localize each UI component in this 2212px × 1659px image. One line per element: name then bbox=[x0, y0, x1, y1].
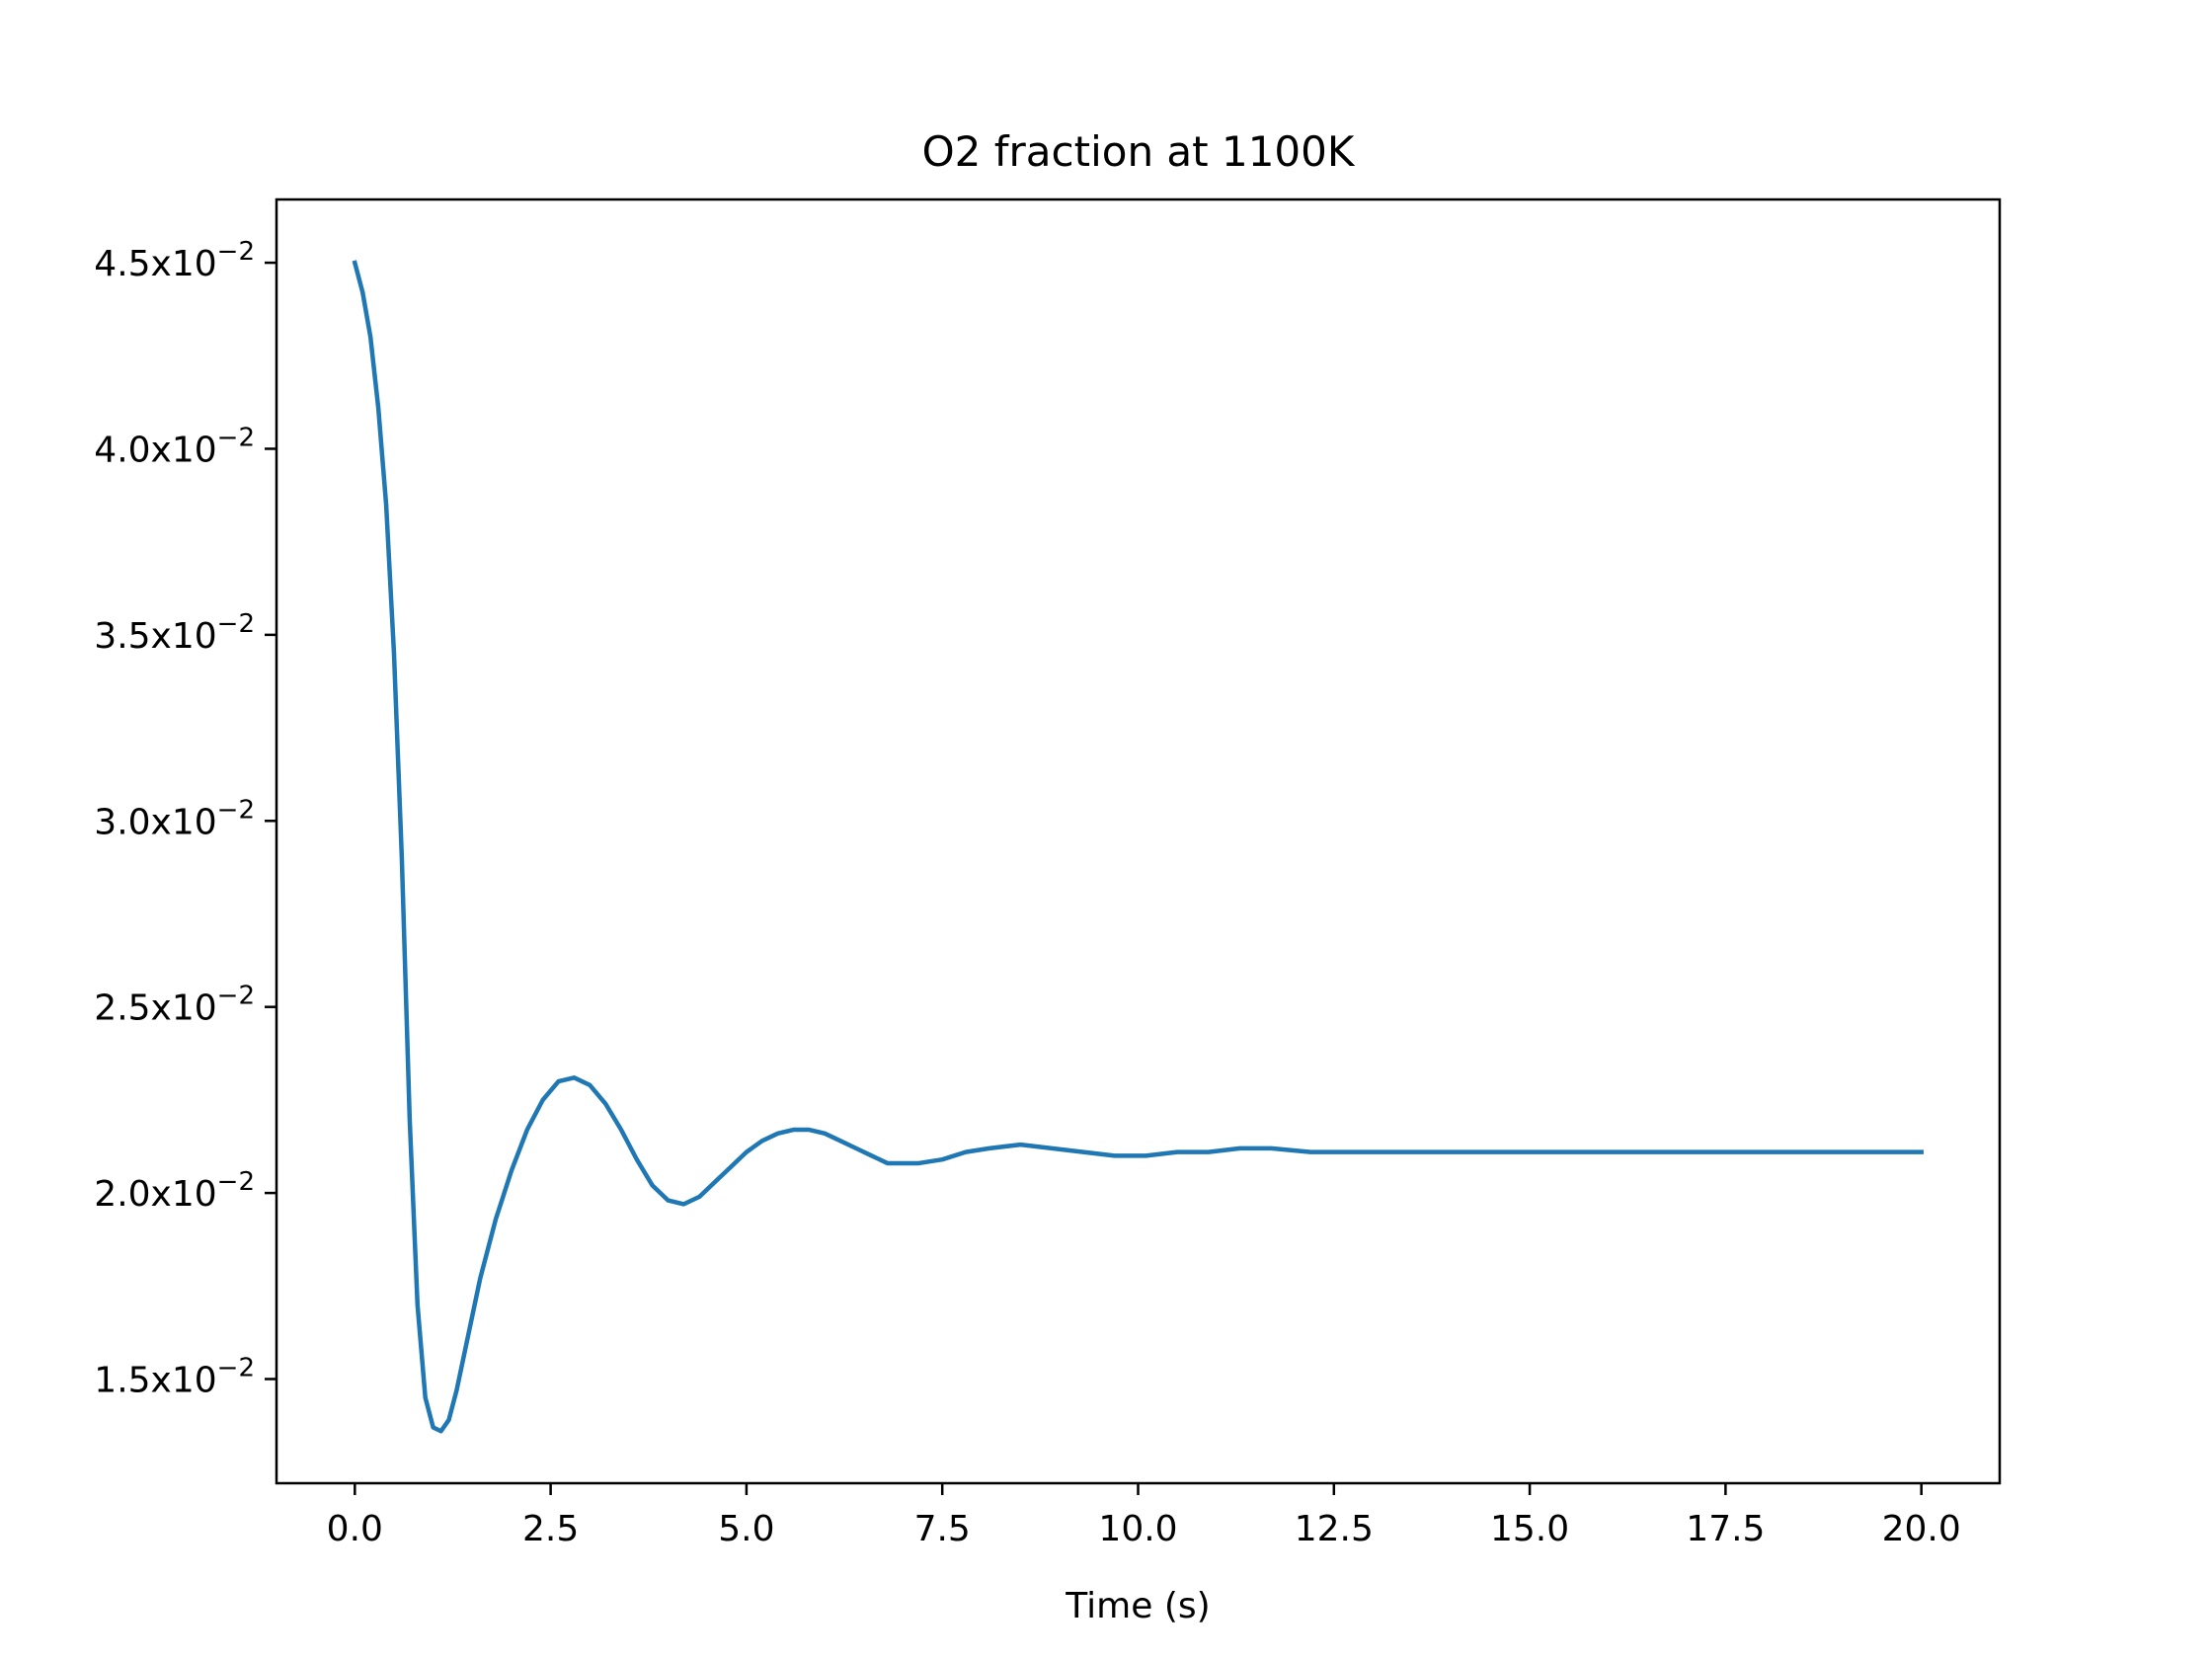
x-tick-label: 0.0 bbox=[327, 1509, 383, 1549]
y-tick-label: 2.5x10−2 bbox=[94, 982, 255, 1029]
x-tick-label: 10.0 bbox=[1098, 1509, 1177, 1549]
x-tick-label: 17.5 bbox=[1686, 1509, 1765, 1549]
x-tick-label: 12.5 bbox=[1295, 1509, 1374, 1549]
y-tick-mantissa: 1.5x10 bbox=[94, 1360, 216, 1400]
y-tick-label: 3.0x10−2 bbox=[94, 795, 255, 842]
y-tick-exponent: −2 bbox=[217, 423, 255, 452]
y-axis: 1.5x10−22.0x10−22.5x10−23.0x10−23.5x10−2… bbox=[94, 237, 276, 1400]
y-tick-label: 3.5x10−2 bbox=[94, 609, 255, 657]
y-tick-mantissa: 4.5x10 bbox=[94, 244, 216, 284]
y-tick-mantissa: 2.0x10 bbox=[94, 1174, 216, 1215]
y-tick-label: 4.0x10−2 bbox=[94, 423, 255, 470]
chart-title: O2 fraction at 1100K bbox=[922, 127, 1356, 176]
x-axis: 0.0 2.5 5.0 7.5 10.0 12.5 15.0 17.5 20.0 bbox=[327, 1483, 1961, 1549]
y-tick-exponent: −2 bbox=[217, 1167, 255, 1197]
y-tick-exponent: −2 bbox=[217, 795, 255, 825]
y-tick-mantissa: 4.0x10 bbox=[94, 430, 216, 470]
y-tick-label: 2.0x10−2 bbox=[94, 1167, 255, 1215]
y-tick-exponent: −2 bbox=[217, 609, 255, 639]
y-tick-mantissa: 3.0x10 bbox=[94, 802, 216, 842]
y-tick-label: 1.5x10−2 bbox=[94, 1353, 255, 1400]
y-tick-label: 4.5x10−2 bbox=[94, 237, 255, 284]
y-tick-mantissa: 3.5x10 bbox=[94, 616, 216, 657]
y-tick-exponent: −2 bbox=[217, 1353, 255, 1382]
plot-area bbox=[352, 260, 1924, 1434]
plot-frame bbox=[275, 198, 2002, 1485]
x-tick-label: 7.5 bbox=[914, 1509, 971, 1549]
series-line bbox=[352, 260, 1924, 1434]
x-tick-label: 20.0 bbox=[1882, 1509, 1961, 1549]
x-tick-label: 5.0 bbox=[718, 1509, 774, 1549]
x-tick-label: 2.5 bbox=[522, 1509, 579, 1549]
x-axis-label: Time (s) bbox=[1065, 1586, 1210, 1626]
y-tick-mantissa: 2.5x10 bbox=[94, 988, 216, 1029]
x-tick-label: 15.0 bbox=[1490, 1509, 1569, 1549]
y-tick-exponent: −2 bbox=[217, 237, 255, 267]
y-tick-exponent: −2 bbox=[217, 982, 255, 1011]
